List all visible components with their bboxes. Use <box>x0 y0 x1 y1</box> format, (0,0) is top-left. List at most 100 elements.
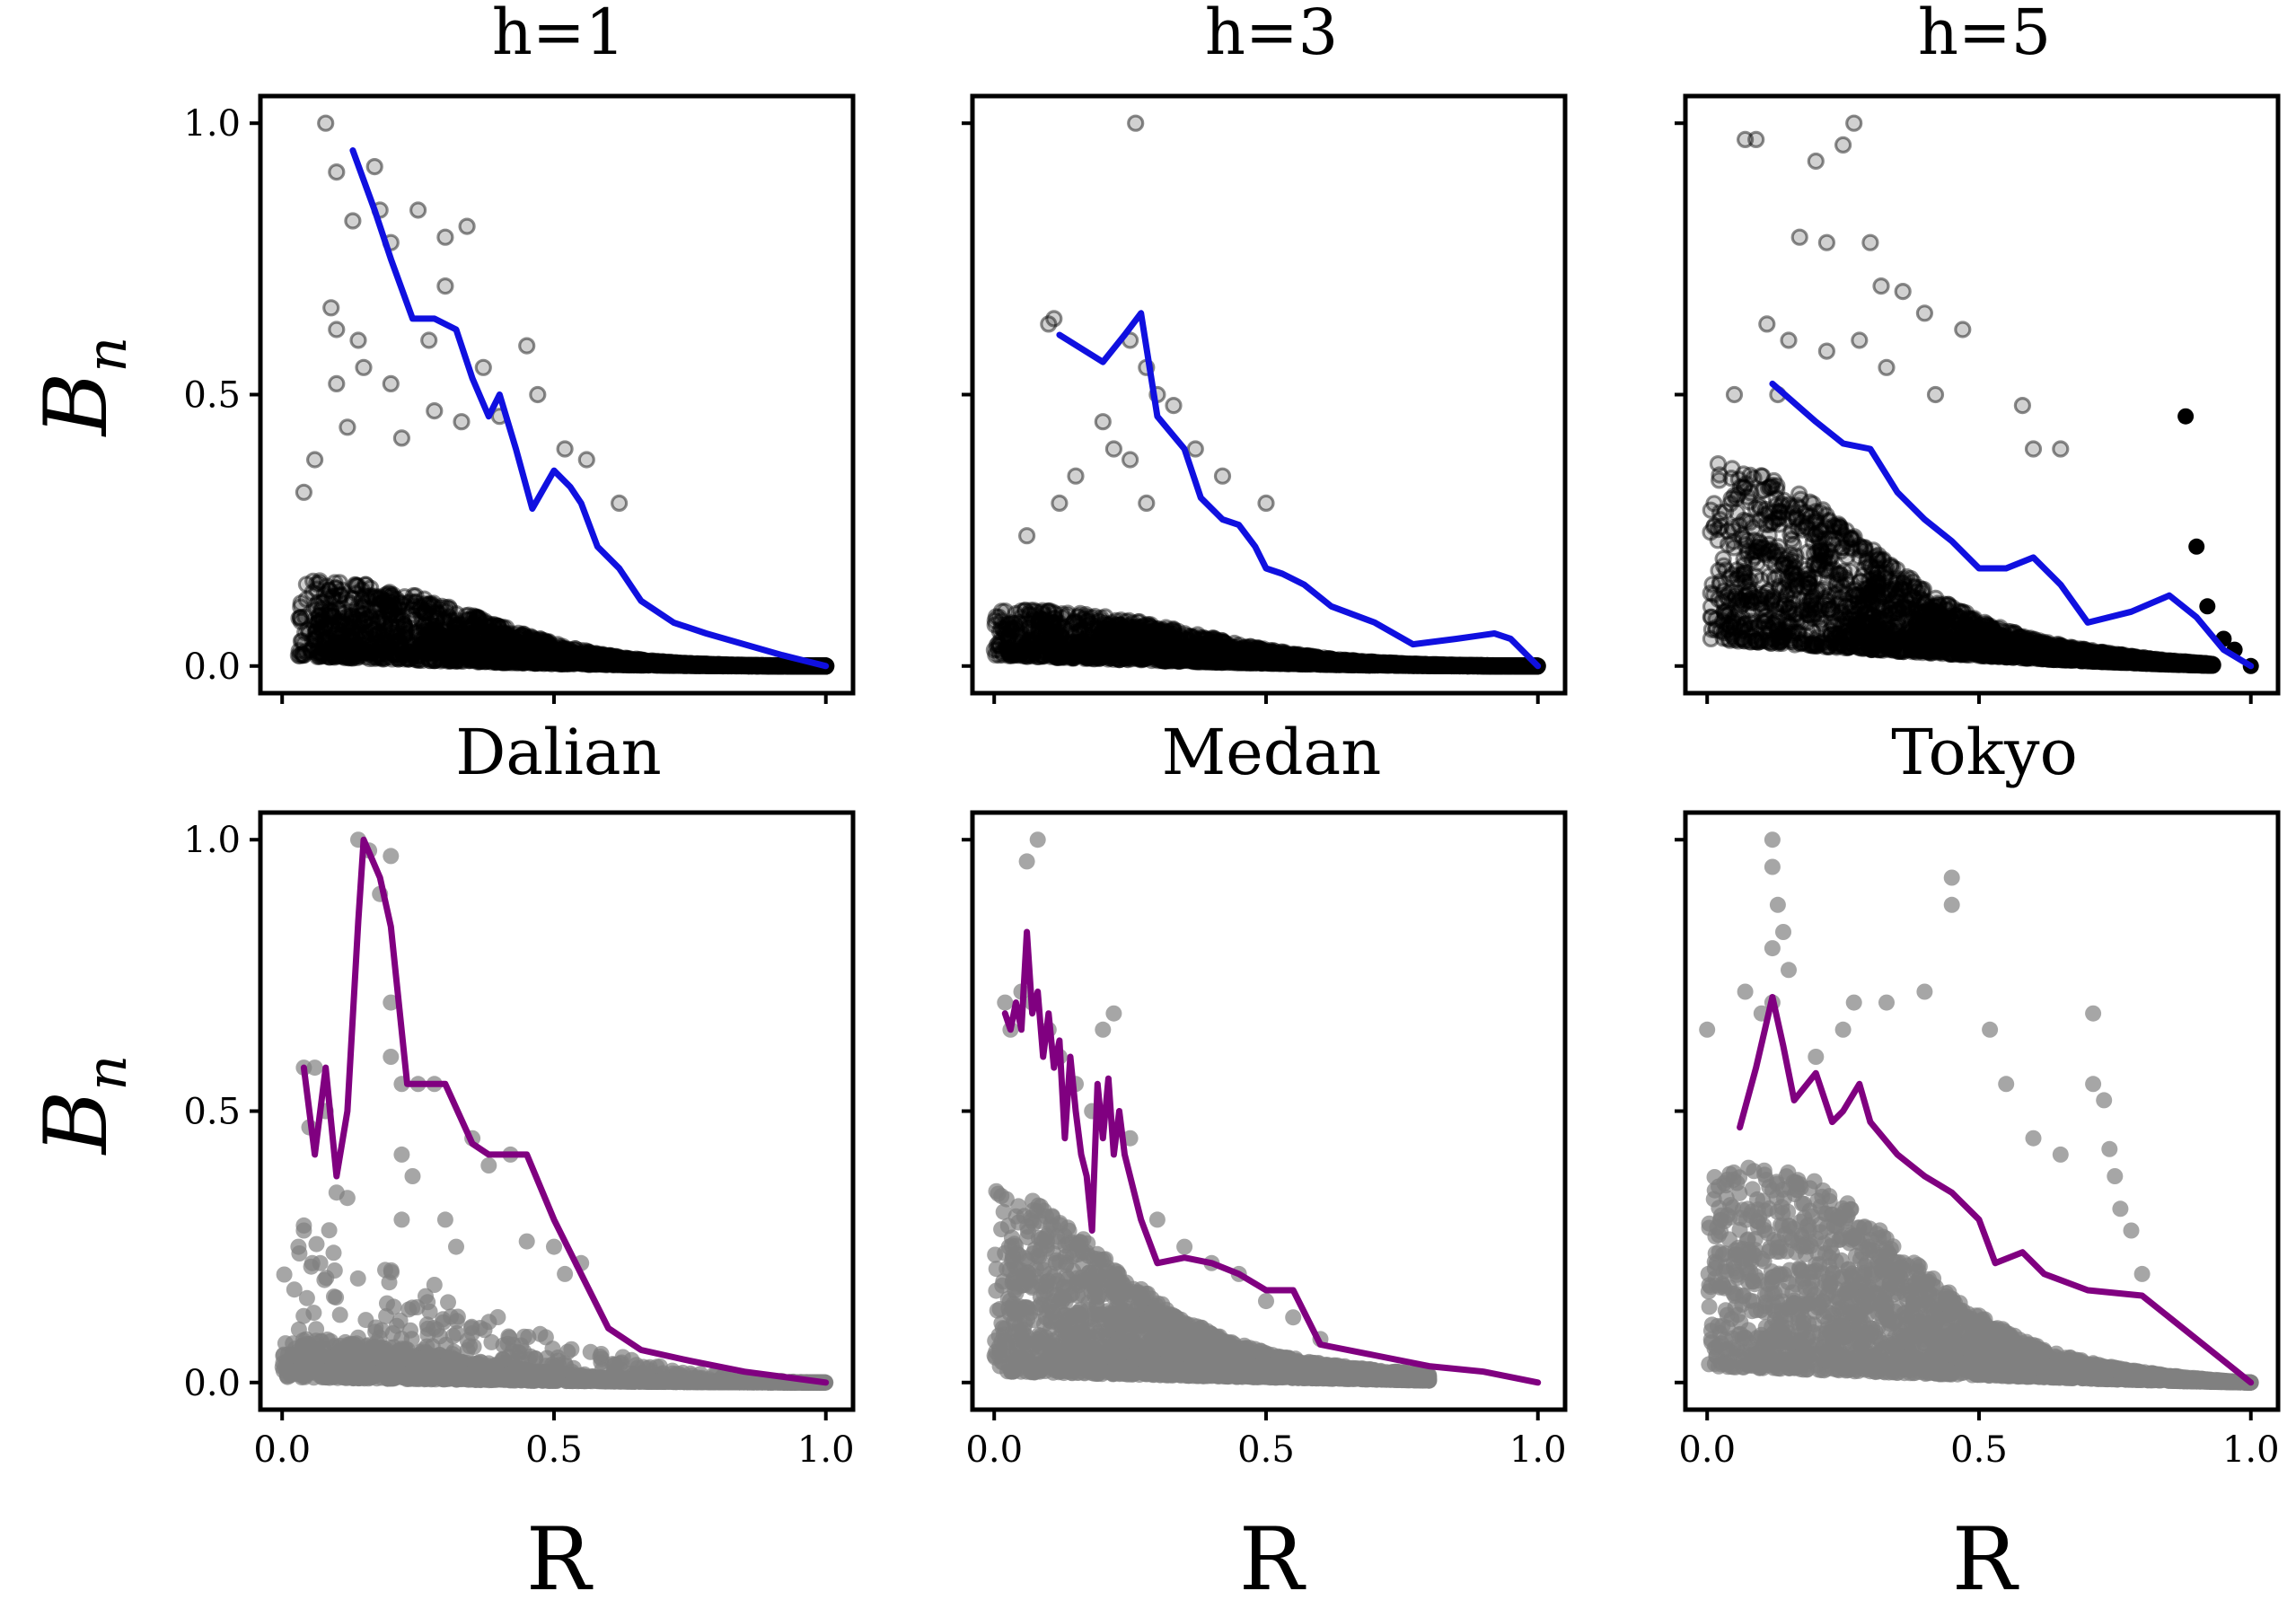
scatter-point <box>497 629 515 647</box>
scatter-point <box>600 648 619 667</box>
scatter-point <box>465 613 484 632</box>
scatter-point <box>519 647 537 665</box>
scatter-point <box>335 604 354 622</box>
scatter-point <box>482 635 500 653</box>
scatter-point <box>519 646 537 664</box>
scatter-point <box>691 656 708 674</box>
scatter-point <box>766 656 784 675</box>
scatter-point <box>709 656 727 675</box>
scatter-point <box>722 656 741 674</box>
scatter-point <box>347 636 365 655</box>
scatter-point <box>576 642 594 660</box>
scatter-point <box>712 656 730 675</box>
scatter-point <box>653 655 671 673</box>
scatter-point <box>774 656 792 675</box>
scatter-point <box>694 655 713 673</box>
scatter-point <box>598 655 617 673</box>
scatter-point <box>420 621 438 639</box>
scatter-point <box>691 656 709 674</box>
scatter-point <box>595 650 614 669</box>
scatter-point <box>463 614 481 632</box>
scatter-point <box>658 656 676 674</box>
scatter-point <box>773 657 791 675</box>
scatter-point <box>375 642 393 660</box>
scatter-point <box>292 598 310 616</box>
scatter-point <box>516 640 534 659</box>
scatter-point <box>319 632 337 651</box>
scatter-point <box>724 656 742 674</box>
scatter-point <box>530 653 548 672</box>
scatter-point <box>481 651 499 670</box>
scatter-point <box>687 656 705 674</box>
scatter-point <box>763 656 781 675</box>
scatter-point <box>653 656 672 674</box>
scatter-point <box>309 593 327 611</box>
scatter-point <box>590 654 609 672</box>
scatter-point <box>755 656 773 675</box>
scatter-point <box>492 643 511 661</box>
scatter-point <box>728 656 746 674</box>
scatter-point <box>733 656 751 674</box>
scatter-point <box>363 589 382 607</box>
scatter-point <box>476 617 495 635</box>
scatter-point <box>506 654 524 672</box>
scatter-point <box>622 651 640 669</box>
scatter-point <box>452 628 470 646</box>
scatter-point <box>473 647 492 665</box>
scatter-point <box>540 644 558 662</box>
scatter-point <box>369 625 387 644</box>
scatter-point <box>391 632 409 651</box>
scatter-point <box>577 646 596 664</box>
scatter-point <box>746 656 764 674</box>
scatter-point <box>727 656 745 674</box>
scatter-point <box>360 623 379 641</box>
scatter-point <box>714 656 733 675</box>
scatter-point <box>515 654 533 672</box>
scatter-point <box>349 624 368 642</box>
scatter-point <box>587 655 605 673</box>
scatter-point <box>567 645 586 663</box>
scatter-point <box>717 656 735 675</box>
scatter-point <box>599 652 617 670</box>
scatter-point <box>416 595 434 613</box>
scatter-point <box>643 655 661 673</box>
scatter-point <box>688 656 706 674</box>
scatter-point <box>433 630 451 649</box>
scatter-point <box>666 655 684 673</box>
scatter-point <box>413 639 431 657</box>
scatter-point <box>453 630 472 648</box>
scatter-point <box>692 655 710 673</box>
scatter-point <box>567 649 585 667</box>
scatter-point <box>639 655 657 673</box>
scatter-point <box>586 655 604 673</box>
scatter-point <box>647 654 664 672</box>
scatter-point <box>343 610 361 628</box>
scatter-point <box>504 629 523 648</box>
scatter-point <box>662 655 681 673</box>
scatter-point <box>299 620 317 638</box>
scatter-point <box>675 655 694 673</box>
scatter-point <box>507 649 526 667</box>
scatter-point <box>623 653 641 671</box>
scatter-point <box>697 656 715 674</box>
scatter-point <box>514 625 532 643</box>
scatter-point <box>742 656 760 675</box>
scatter-point <box>418 622 435 640</box>
scatter-point <box>721 656 739 674</box>
scatter-point <box>740 656 759 675</box>
scatter-point <box>690 656 708 674</box>
scatter-point <box>314 631 333 649</box>
scatter-point <box>403 601 421 620</box>
scatter-point <box>472 648 490 666</box>
scatter-point <box>666 655 685 674</box>
scatter-point <box>728 656 746 674</box>
scatter-point <box>759 656 778 675</box>
scatter-point <box>515 654 533 672</box>
scatter-point <box>464 635 482 654</box>
scatter-point <box>575 646 593 664</box>
scatter-point <box>717 656 735 674</box>
scatter-point <box>566 652 584 670</box>
scatter-point <box>545 646 564 665</box>
scatter-point <box>735 656 754 674</box>
scatter-point <box>658 655 676 673</box>
